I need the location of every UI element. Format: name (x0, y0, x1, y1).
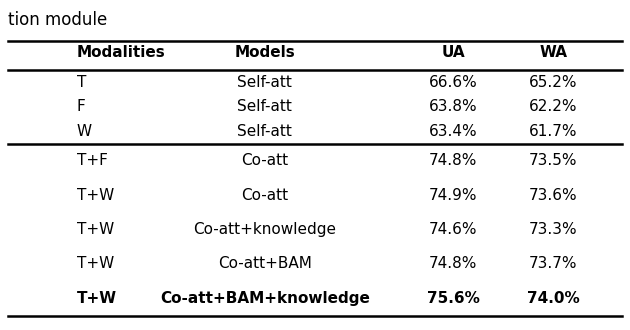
Text: 63.4%: 63.4% (428, 124, 478, 139)
Text: Modalities: Modalities (77, 45, 166, 60)
Text: T+W: T+W (77, 222, 114, 237)
Text: 75.6%: 75.6% (427, 291, 479, 306)
Text: F: F (77, 99, 86, 115)
Text: 65.2%: 65.2% (529, 75, 578, 90)
Text: T: T (77, 75, 86, 90)
Text: 66.6%: 66.6% (428, 75, 478, 90)
Text: 74.6%: 74.6% (429, 222, 478, 237)
Text: Co-att+BAM: Co-att+BAM (218, 256, 312, 272)
Text: Co-att+knowledge: Co-att+knowledge (193, 222, 336, 237)
Text: WA: WA (539, 45, 568, 60)
Text: Self-att: Self-att (238, 75, 292, 90)
Text: T+W: T+W (77, 256, 114, 272)
Text: 73.5%: 73.5% (529, 153, 578, 168)
Text: T+W: T+W (77, 188, 114, 203)
Text: 74.0%: 74.0% (527, 291, 580, 306)
Text: 73.7%: 73.7% (529, 256, 578, 272)
Text: 74.9%: 74.9% (429, 188, 478, 203)
Text: 61.7%: 61.7% (529, 124, 578, 139)
Text: 74.8%: 74.8% (429, 153, 477, 168)
Text: Models: Models (234, 45, 295, 60)
Text: UA: UA (441, 45, 465, 60)
Text: 74.8%: 74.8% (429, 256, 477, 272)
Text: 62.2%: 62.2% (529, 99, 578, 115)
Text: T+F: T+F (77, 153, 108, 168)
Text: 73.3%: 73.3% (529, 222, 578, 237)
Text: Self-att: Self-att (238, 99, 292, 115)
Text: Co-att: Co-att (241, 188, 289, 203)
Text: 73.6%: 73.6% (529, 188, 578, 203)
Text: Self-att: Self-att (238, 124, 292, 139)
Text: Co-att: Co-att (241, 153, 289, 168)
Text: 63.8%: 63.8% (428, 99, 478, 115)
Text: T+W: T+W (77, 291, 117, 306)
Text: W: W (77, 124, 92, 139)
Text: Co-att+BAM+knowledge: Co-att+BAM+knowledge (160, 291, 370, 306)
Text: tion module: tion module (8, 11, 107, 29)
